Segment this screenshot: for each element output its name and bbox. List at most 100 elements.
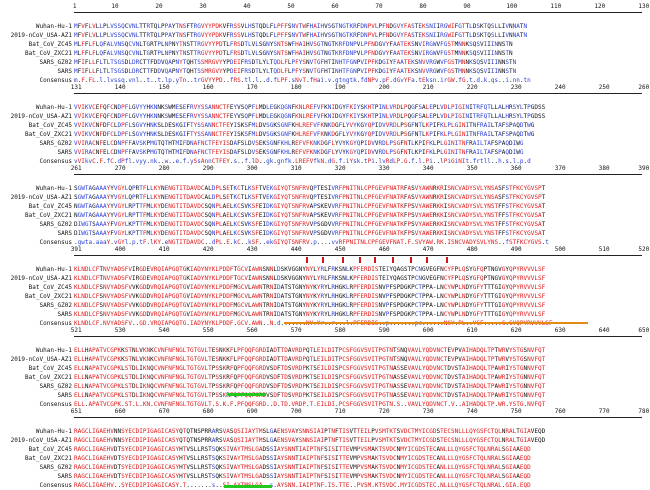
- position-tick: 100: [506, 3, 518, 10]
- sequence-row: KLNDLCFSNVYADSFVVKGDDVRQIAPGQTGVIADYNYKL…: [74, 302, 546, 309]
- position-tick: 760: [554, 408, 566, 415]
- position-tick: 620: [510, 327, 522, 334]
- species-label: Wuhan-Hu-1: [35, 347, 72, 354]
- position-tick: 130: [638, 3, 650, 10]
- species-names: Wuhan-Hu-1 2019-nCoV_USA-AZ1 Bat_CoV_ZC45 B…: [0, 184, 72, 247]
- position-tick: 460: [378, 246, 390, 253]
- species-label: Wuhan-Hu-1: [35, 428, 72, 435]
- ruler-line: [74, 255, 642, 256]
- sequence-row: RAGCLIGAEHVDTSYECDIPIGAGICASYHTVSLLRSTSQ…: [74, 473, 531, 480]
- sequence-row: MFIFLLFLTLTSGSDLDRCTTFDDVQAPNYTQHTSSMRGV…: [74, 59, 517, 66]
- highlight-bar-orange: [284, 322, 588, 324]
- species-label: 2019-nCoV_USA-AZ1: [10, 113, 72, 120]
- position-tick: 330: [378, 165, 390, 172]
- sequence-row: ELLNAPATVCGPKLSTDLIKNQCVNFNFNGLTGTGVLTPS…: [74, 374, 546, 381]
- position-tick: 530: [114, 327, 126, 334]
- sequence-row: MLFFLFLQFALVNSQCVNLTGRTPLNPNYTNSTTRGVYYP…: [74, 41, 513, 48]
- species-label: Bat_CoV_ZXC21: [25, 212, 72, 219]
- species-label: 2019-nCoV_USA-AZ1: [10, 194, 72, 201]
- species-label: SARS_GZ02: [39, 59, 72, 66]
- species-label: Consensus: [39, 239, 72, 246]
- species-label: SARS: [57, 149, 72, 156]
- position-tick: 160: [202, 84, 214, 91]
- position-tick: 391: [70, 246, 82, 253]
- position-tick: 410: [158, 246, 170, 253]
- species-label: SARS: [57, 392, 72, 399]
- sequence-row: SGWTAGAAAYYVGYLQPRTFLLKYNENGTITDAVDCALDP…: [74, 194, 546, 201]
- position-tick: 650: [638, 327, 650, 334]
- sequence-row: RAGCLIGAEHVDTSYECDIPIGAGICASYHTVSLLRSTSQ…: [74, 455, 531, 462]
- consensus-row: vVIkvC.F.fC.dPfl.vyy.nk..w..e.f.ySsAnnCT…: [74, 158, 531, 165]
- position-tick: 50: [287, 3, 295, 10]
- position-ticks: 391 400 410 420 430 440 450 460 470 480 490 500 510 5…: [0, 245, 650, 254]
- sequence-rows: SGWTAGAAAYYVGYLQPRTFLLKYNENGTITDAVDCALDP…: [74, 184, 648, 247]
- position-tick: 300: [246, 165, 258, 172]
- position-tick: 131: [70, 84, 82, 91]
- position-tick: 390: [638, 165, 650, 172]
- species-label: SARS: [57, 68, 72, 75]
- species-label: Bat_CoV_ZXC21: [25, 131, 72, 138]
- residue-marker: [342, 257, 344, 263]
- sequence-row: VVIKVCNFDFCLDPFLSGVYHNKSLDESKGIFTYSSANNC…: [74, 122, 535, 129]
- species-label: Bat_CoV_ZXC21: [25, 374, 72, 381]
- sequence-row: KLNDLCFSNVYADSFVVKGDDVRQIAPGQTGVIADYNYKL…: [74, 311, 546, 318]
- residue-marker: [322, 257, 324, 263]
- sequence-row: ELLHAPATVCGPKKSTNLVKNKCVNFNFNGLTGTGVLTES…: [74, 356, 546, 363]
- ruler-line: [74, 93, 642, 94]
- alignment-block: 521 530 540 550 560 570 580 590 600 610 620 630 640 6…: [0, 326, 650, 409]
- position-tick: 440: [290, 246, 302, 253]
- position-tick: 750: [510, 408, 522, 415]
- sequence-row: VVIKVCEFQFCNDPFLGVYYHKNNKSWMESEFRVYSSANN…: [74, 113, 546, 120]
- species-label: Bat_CoV_ZC45: [28, 284, 72, 291]
- position-tick: 210: [422, 84, 434, 91]
- position-tick: 220: [466, 84, 478, 91]
- species-label: Bat_CoV_ZC45: [28, 122, 72, 129]
- sequence-row: NGWTAGAAAYYVGYLRPTTFMLKYDENGTITDAVDCSQNP…: [74, 203, 546, 210]
- position-tick: 40: [243, 3, 251, 10]
- sequence-rows: ELLHAPATVCGPKKSTNLVKNKCVNFNFNGLTGTGVLTES…: [74, 346, 648, 409]
- species-label: SARS_GZ02: [39, 221, 72, 228]
- position-tick: 30: [199, 3, 207, 10]
- sequence-row: ELLHAPATVCGPKKSTNLVKNKCVNFNFNGLTGTGVLTES…: [74, 347, 546, 354]
- position-tick: 500: [554, 246, 566, 253]
- position-tick: 120: [594, 3, 606, 10]
- position-tick: 150: [158, 84, 170, 91]
- species-label: 2019-nCoV_USA-AZ1: [10, 32, 72, 39]
- sequence-row: ELLNAPATVCGPKLSTDLIKNQCVNFNFNGLTGTGVLTPS…: [74, 392, 546, 399]
- position-tick: 700: [290, 408, 302, 415]
- sequence-row: MFIFLLFLTLTSGSDLDRCTTFDDVQAPNYTQHTSSMRGV…: [74, 68, 517, 75]
- position-tick: 230: [510, 84, 522, 91]
- position-tick: 780: [638, 408, 650, 415]
- sequence-rows: MFVFLVLLPLVSSQCVNLTTRTQLPPAYTNSFTRGVYYPD…: [74, 22, 648, 85]
- position-tick: 190: [334, 84, 346, 91]
- species-names: Wuhan-Hu-1 2019-nCoV_USA-AZ1 Bat_CoV_ZC45 B…: [0, 103, 72, 166]
- position-ticks: 261 270 280 290 300 310 320 330 340 350 360 370 380 3…: [0, 164, 650, 173]
- species-label: SARS: [57, 311, 72, 318]
- sequence-row: VVIKVCNFDFCLDPFLSGVYHNKSLDESKGIFTYSSANNC…: [74, 131, 535, 138]
- position-tick: 1: [72, 3, 77, 10]
- residue-marker: [374, 257, 376, 263]
- sequence-row: ELLNAPATVCGPKLSTDLIKNQCVNFNFNGLTGTGVLTPS…: [74, 365, 546, 372]
- position-tick: 290: [202, 165, 214, 172]
- position-tick: 60: [331, 3, 339, 10]
- ruler-line: [74, 336, 642, 337]
- species-label: 2019-nCoV_USA-AZ1: [10, 275, 72, 282]
- highlight-bar-green: [224, 485, 272, 488]
- residue-marker: [446, 257, 448, 263]
- position-tick: 521: [70, 327, 82, 334]
- sequence-row: KLNDLCFTNVYADSFVIRGDEVRQIAPGQTGKIADYNYKL…: [74, 266, 546, 273]
- sequence-row: MLFFLFLQFALVNSQCVNLTGRTPLNPNYTNSTTRGVYYP…: [74, 50, 513, 57]
- position-tick: 510: [598, 246, 610, 253]
- species-label: Bat_CoV_ZC45: [28, 365, 72, 372]
- species-label: Wuhan-Hu-1: [35, 185, 72, 192]
- position-tick: 730: [422, 408, 434, 415]
- position-tick: 200: [378, 84, 390, 91]
- position-tick: 350: [466, 165, 478, 172]
- position-tick: 80: [419, 3, 427, 10]
- alignment-block: 1 10 20 30 40 50 60 70 80 90 100 110 120 130 Wuhan-Hu-…: [0, 2, 650, 85]
- highlight-bar-green: [228, 393, 266, 396]
- position-tick: 470: [422, 246, 434, 253]
- sequence-row: KLNDLCFSNVYADSFVVKGDDVRQIAPGQTGVIADYNYKL…: [74, 293, 546, 300]
- species-label: 2019-nCoV_USA-AZ1: [10, 356, 72, 363]
- position-ticks: 521 530 540 550 560 570 580 590 600 610 620 630 640 6…: [0, 326, 650, 335]
